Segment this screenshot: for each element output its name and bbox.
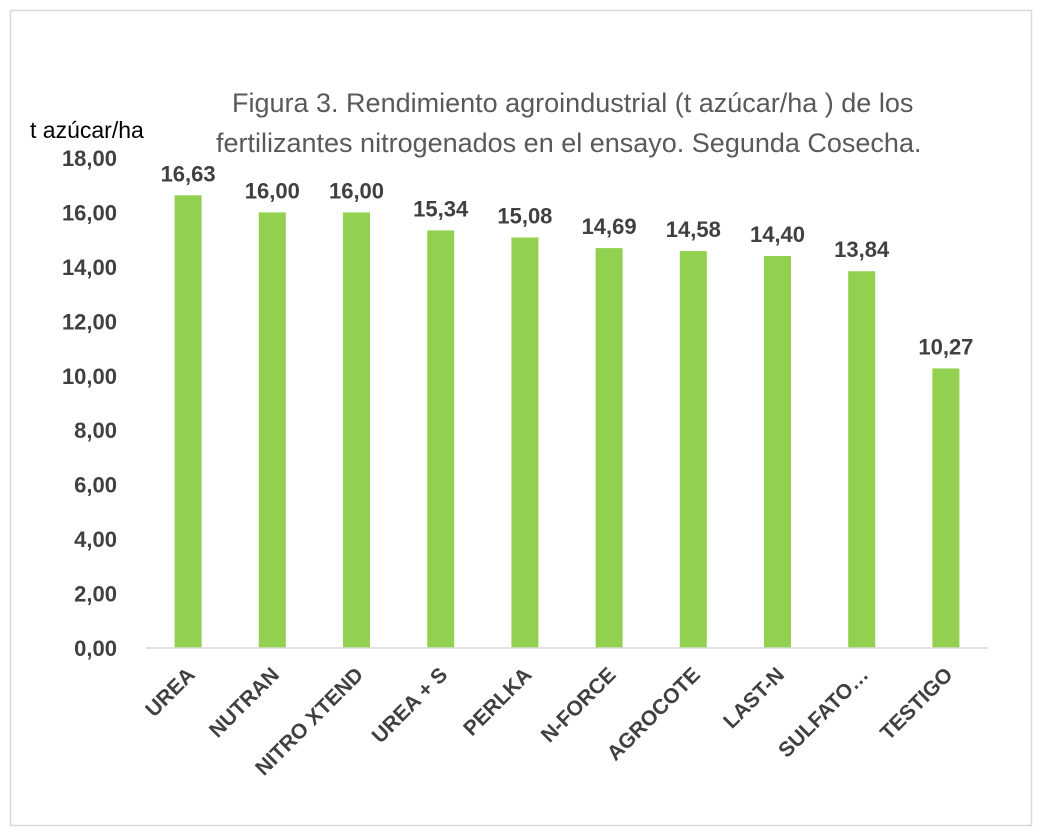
bar — [848, 271, 876, 648]
bar — [511, 237, 539, 648]
data-label: 16,00 — [329, 178, 384, 203]
bars-group — [174, 195, 960, 649]
data-label: 15,34 — [413, 196, 469, 221]
bar — [174, 195, 202, 649]
chart-title-line-2: fertilizantes nitrogenados en el ensayo.… — [216, 128, 921, 158]
y-axis-ticks: 0,00 2,00 4,00 6,00 8,00 10,00 12,00 14,00 16,00… — [62, 146, 117, 661]
data-label: 16,63 — [161, 161, 216, 186]
y-axis-label: t azúcar/ha — [30, 117, 144, 143]
y-tick-label: 0,00 — [74, 636, 117, 661]
bar — [427, 230, 455, 648]
y-tick-label: 6,00 — [74, 473, 117, 498]
y-tick-label: 2,00 — [74, 582, 117, 607]
y-tick-label: 10,00 — [62, 364, 117, 389]
data-label: 16,00 — [245, 178, 300, 203]
bar — [932, 368, 960, 648]
data-labels-group: 16,63 16,00 16,00 15,34 15,08 14,69 14,58 14,40… — [161, 161, 974, 359]
bar — [258, 212, 286, 648]
data-label: 14,69 — [582, 214, 637, 239]
data-label: 15,08 — [497, 203, 552, 228]
data-label: 14,40 — [750, 222, 805, 247]
y-tick-label: 14,00 — [62, 255, 117, 280]
data-label: 13,84 — [834, 237, 890, 262]
chart-title-line-1: Figura 3. Rendimiento agroindustrial (t … — [232, 88, 913, 118]
bar — [595, 248, 623, 648]
bar — [343, 212, 370, 648]
bar — [764, 256, 791, 648]
bar — [679, 251, 707, 648]
y-tick-label: 16,00 — [62, 200, 117, 225]
y-tick-label: 18,00 — [62, 146, 117, 171]
data-label: 10,27 — [918, 334, 973, 359]
y-tick-label: 4,00 — [74, 527, 117, 552]
y-tick-label: 8,00 — [74, 418, 117, 443]
y-tick-label: 12,00 — [62, 309, 117, 334]
data-label: 14,58 — [666, 217, 721, 242]
